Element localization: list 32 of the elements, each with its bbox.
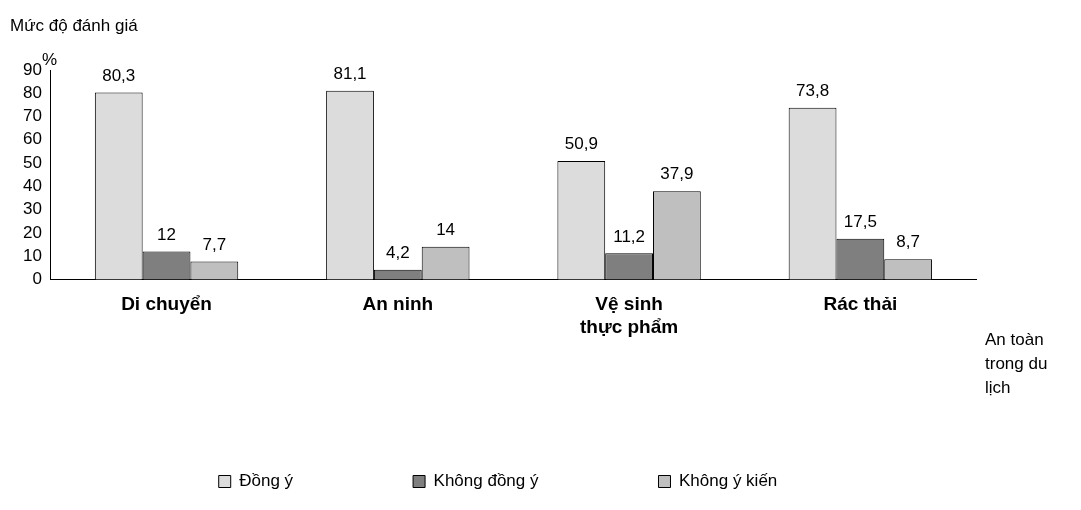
x-tick-label: Vệ sinh thực phẩm — [579, 293, 679, 337]
data-label: 80,3 — [102, 65, 136, 85]
y-tick-label: 10 — [22, 245, 42, 265]
y-tick-label: 80 — [22, 82, 42, 102]
x-tick-label: An ninh — [362, 293, 434, 315]
data-label: 4,2 — [386, 242, 410, 262]
legend-label: Đồng ý — [239, 471, 294, 491]
y-tick-label: 30 — [22, 199, 42, 219]
y-tick-label: 20 — [22, 222, 42, 242]
data-label: 37,9 — [660, 164, 694, 184]
data-label: 73,8 — [796, 80, 830, 100]
x-tick-label: Di chuyển — [121, 293, 212, 315]
data-label: 50,9 — [564, 134, 598, 154]
data-label: 12 — [157, 224, 177, 244]
data-label: 14 — [436, 220, 456, 240]
x-tick-label: Rác thải — [823, 293, 898, 315]
y-tick-label: 90 — [22, 59, 42, 79]
y-tick-label: 60 — [22, 129, 42, 149]
legend-label: Không ý kiến — [679, 471, 778, 491]
data-label: 81,1 — [333, 63, 367, 83]
data-label: 7,7 — [202, 234, 227, 254]
y-tick-label: 70 — [22, 106, 42, 126]
data-label: 11,2 — [613, 226, 646, 246]
data-label: 8,7 — [896, 232, 920, 252]
y-axis-title: % — [42, 50, 58, 70]
data-label: 17,5 — [843, 211, 877, 231]
y-tick-label: 0 — [32, 269, 42, 289]
x-axis-title: An toàn trong du lịch — [985, 329, 1049, 399]
y-tick-label: 50 — [22, 152, 42, 172]
y-tick-label: 40 — [22, 176, 42, 196]
legend-label: Không đồng ý — [433, 471, 539, 491]
chart-title: Mức độ đánh giá — [10, 16, 138, 36]
